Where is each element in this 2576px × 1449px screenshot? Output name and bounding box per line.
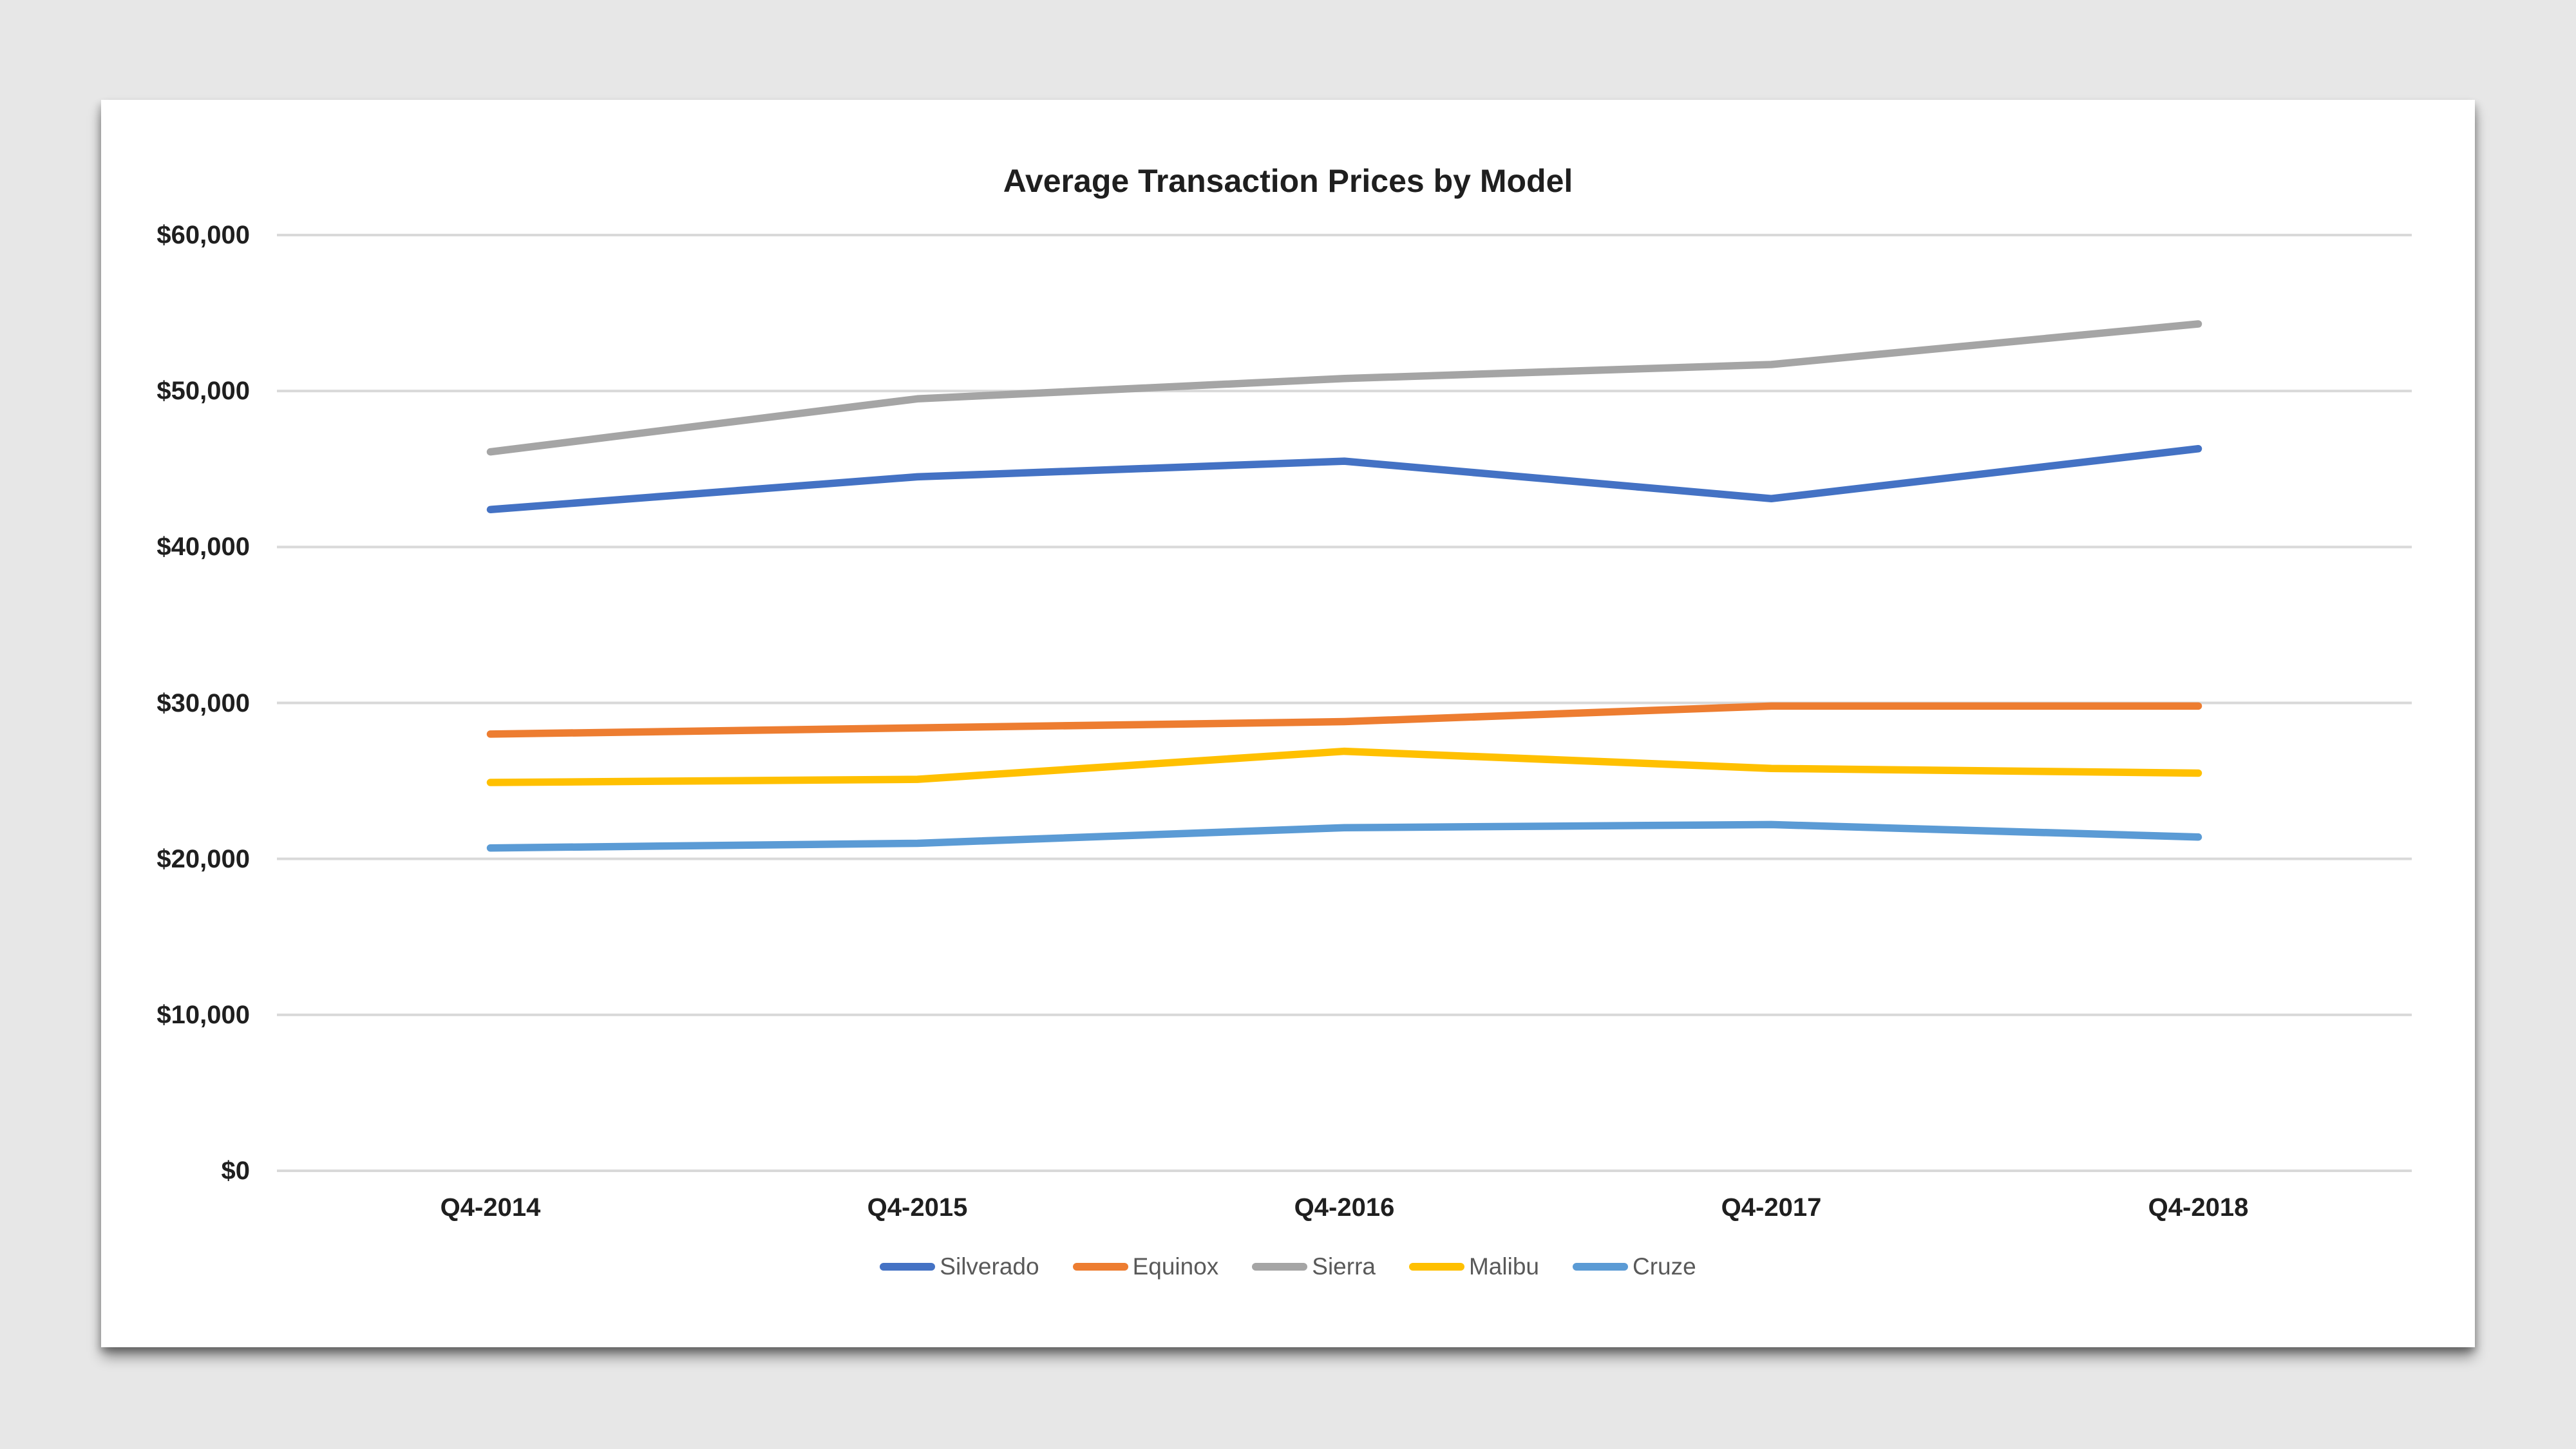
legend-item-sierra: Sierra bbox=[1252, 1252, 1376, 1282]
legend-label: Sierra bbox=[1312, 1253, 1376, 1280]
series-line-equinox bbox=[486, 702, 2202, 738]
legend-swatch-icon bbox=[1252, 1263, 1308, 1271]
y-axis-tick-label: $10,000 bbox=[156, 1000, 250, 1029]
legend: Silverado Equinox Sierra Malibu Cruze bbox=[101, 1252, 2475, 1282]
chart-title: Average Transaction Prices by Model bbox=[1003, 163, 1573, 199]
series-line-cruze bbox=[486, 820, 2202, 852]
y-axis-tick-label: $20,000 bbox=[156, 844, 250, 873]
x-axis-tick-label: Q4-2016 bbox=[1294, 1193, 1395, 1222]
x-axis-tick-label: Q4-2014 bbox=[440, 1193, 541, 1222]
x-axis-tick-label: Q4-2018 bbox=[2148, 1193, 2249, 1222]
legend-swatch-icon bbox=[1408, 1263, 1464, 1271]
series-line-silverado bbox=[486, 445, 2202, 513]
series-line-sierra bbox=[486, 320, 2202, 456]
x-axis-tick-label: Q4-2015 bbox=[867, 1193, 968, 1222]
legend-swatch-icon bbox=[1072, 1263, 1128, 1271]
legend-label: Cruze bbox=[1632, 1253, 1696, 1280]
legend-label: Equinox bbox=[1132, 1253, 1219, 1280]
legend-item-silverado: Silverado bbox=[880, 1252, 1039, 1282]
legend-item-malibu: Malibu bbox=[1408, 1252, 1539, 1282]
legend-item-equinox: Equinox bbox=[1072, 1252, 1219, 1282]
y-axis-tick-label: $50,000 bbox=[156, 377, 250, 406]
x-axis-tick-label: Q4-2017 bbox=[1721, 1193, 1822, 1222]
legend-swatch-icon bbox=[1572, 1263, 1628, 1271]
y-axis-tick-label: $30,000 bbox=[156, 688, 250, 717]
legend-swatch-icon bbox=[880, 1263, 936, 1271]
legend-item-cruze: Cruze bbox=[1572, 1252, 1696, 1282]
legend-label: Malibu bbox=[1468, 1253, 1539, 1280]
y-axis-tick-label: $60,000 bbox=[156, 221, 250, 249]
y-axis-tick-label: $40,000 bbox=[156, 533, 250, 562]
y-axis-tick-label: $0 bbox=[221, 1157, 251, 1185]
series-line-malibu bbox=[486, 747, 2202, 786]
legend-label: Silverado bbox=[940, 1253, 1039, 1280]
